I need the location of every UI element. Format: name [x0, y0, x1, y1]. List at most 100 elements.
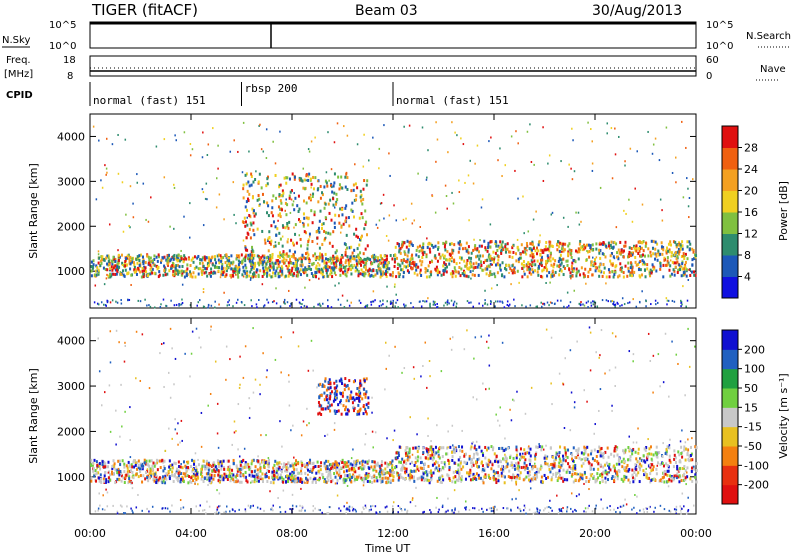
- echo-cell: [566, 455, 569, 459]
- echo-cell: [209, 273, 212, 277]
- noise-cell: [290, 302, 292, 305]
- echo-cell: [267, 237, 270, 241]
- echo-cell: [271, 472, 274, 476]
- echo-cell: [175, 268, 178, 272]
- echo-cell: [397, 451, 400, 455]
- echo-cell: [293, 255, 296, 259]
- echo-cell: [670, 479, 673, 483]
- echo-cell: [520, 262, 523, 266]
- noise-cell: [605, 282, 607, 285]
- echo-cell: [662, 248, 665, 252]
- echo-cell: [378, 464, 381, 468]
- echo-cell: [156, 468, 159, 472]
- echo-cell: [684, 260, 687, 264]
- echo-cell: [607, 241, 610, 245]
- echo-cell: [311, 470, 314, 474]
- echo-cell: [670, 272, 673, 276]
- echo-cell: [247, 253, 250, 257]
- echo-cell: [324, 252, 327, 256]
- echo-cell: [298, 207, 301, 211]
- echo-cell: [269, 254, 272, 258]
- noise-cell: [398, 242, 401, 245]
- echo-cell: [449, 478, 452, 482]
- noise-cell: [301, 303, 303, 306]
- echo-cell: [281, 470, 284, 474]
- echo-cell: [189, 274, 192, 278]
- noise-cell: [108, 223, 111, 226]
- echo-cell: [391, 274, 394, 278]
- echo-cell: [562, 468, 565, 472]
- echo-cell: [174, 462, 177, 466]
- echo-cell: [398, 263, 401, 267]
- echo-cell: [350, 245, 353, 249]
- noise-cell: [322, 302, 324, 305]
- echo-cell: [341, 460, 344, 464]
- noise-cell: [165, 304, 167, 307]
- noise-cell: [313, 274, 315, 277]
- echo-cell: [668, 250, 671, 254]
- echo-cell: [325, 181, 328, 185]
- echo-cell: [176, 467, 179, 471]
- echo-cell: [174, 473, 177, 477]
- echo-cell: [329, 409, 332, 413]
- echo-cell: [351, 201, 354, 205]
- echo-cell: [549, 255, 552, 259]
- echo-cell: [218, 266, 221, 270]
- noise-cell: [233, 139, 235, 142]
- echo-cell: [217, 469, 220, 473]
- echo-cell: [329, 394, 332, 398]
- echo-cell: [458, 476, 461, 480]
- echo-cell: [319, 196, 322, 200]
- echo-cell: [203, 476, 206, 480]
- echo-cell: [197, 272, 200, 276]
- echo-cell: [489, 240, 492, 244]
- echo-cell: [305, 231, 308, 235]
- echo-cell: [345, 216, 348, 220]
- echo-cell: [452, 470, 455, 474]
- echo-cell: [515, 252, 518, 256]
- echo-cell: [206, 274, 209, 278]
- echo-cell: [261, 477, 264, 481]
- echo-cell: [256, 468, 259, 472]
- noise-cell: [489, 271, 491, 274]
- echo-cell: [278, 193, 281, 197]
- echo-cell: [136, 257, 139, 261]
- echo-cell: [347, 261, 350, 265]
- echo-cell: [312, 175, 315, 179]
- noise-cell: [680, 305, 682, 308]
- noise-cell: [665, 126, 668, 129]
- echo-cell: [448, 468, 451, 472]
- colorbar-tick-label: 100: [744, 363, 765, 376]
- echo-cell: [269, 264, 272, 268]
- echo-cell: [282, 191, 285, 195]
- echo-cell: [655, 253, 658, 257]
- echo-band: [317, 377, 370, 416]
- echo-cell: [454, 274, 457, 278]
- echo-cell: [551, 455, 554, 459]
- echo-cell: [572, 267, 575, 271]
- echo-cell: [234, 475, 237, 479]
- echo-cell: [251, 207, 254, 211]
- echo-cell: [402, 270, 405, 274]
- echo-cell: [243, 269, 246, 273]
- echo-cell: [470, 256, 473, 260]
- echo-cell: [120, 479, 123, 483]
- echo-cell: [261, 229, 264, 233]
- echo-cell: [595, 242, 598, 246]
- noise-cell: [266, 298, 268, 301]
- echo-cell: [300, 472, 303, 476]
- echo-cell: [315, 275, 318, 279]
- echo-cell: [133, 465, 136, 469]
- echo-cell: [109, 478, 112, 482]
- echo-cell: [335, 192, 338, 196]
- echo-cell: [408, 240, 411, 244]
- echo-cell: [348, 224, 351, 228]
- echo-cell: [500, 274, 503, 278]
- echo-cell: [242, 257, 245, 261]
- echo-cell: [567, 244, 570, 248]
- echo-cell: [403, 241, 406, 245]
- noise-cell: [98, 139, 100, 142]
- echo-cell: [182, 260, 185, 264]
- echo-cell: [470, 445, 473, 449]
- echo-cell: [295, 241, 298, 245]
